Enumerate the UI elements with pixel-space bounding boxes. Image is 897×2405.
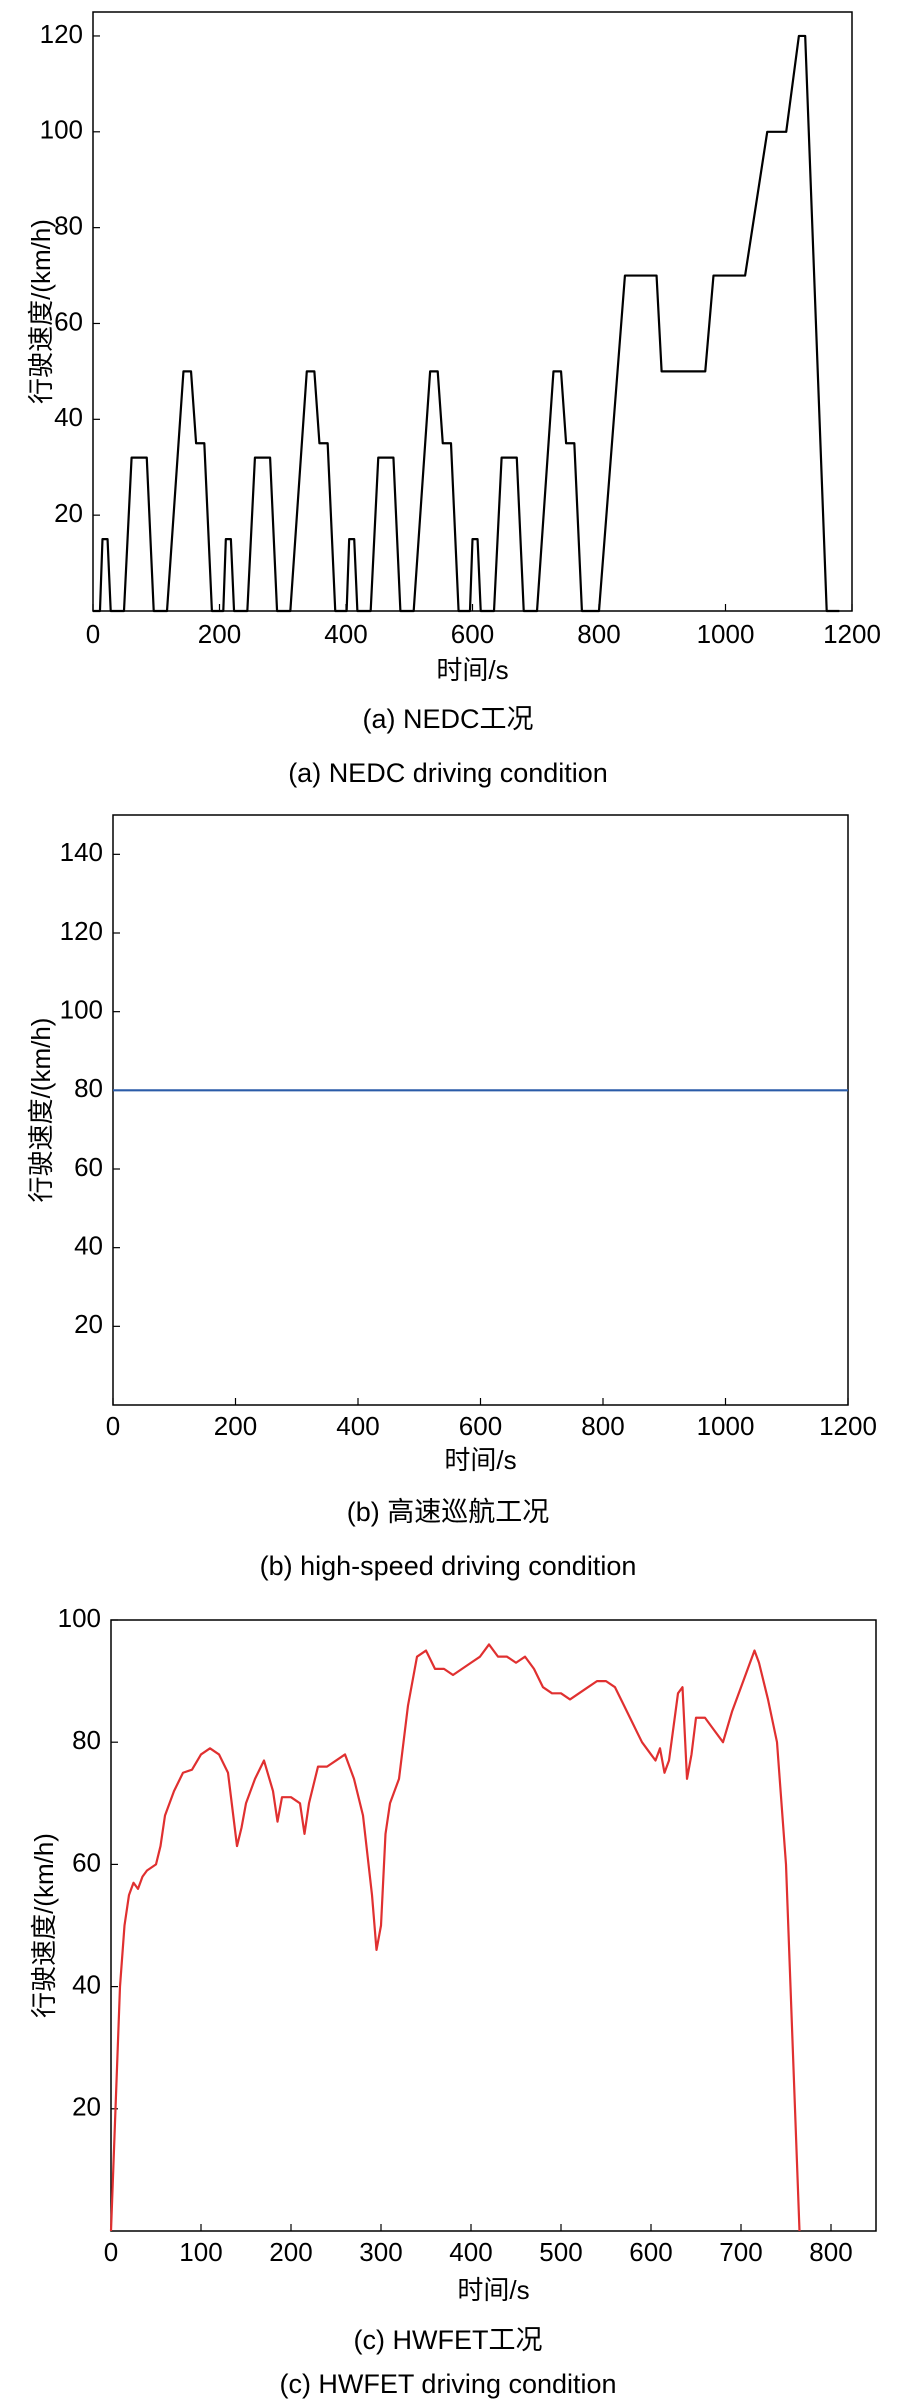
- x-tick-label: 700: [719, 2237, 762, 2267]
- y-tick-label: 120: [40, 19, 83, 49]
- y-tick-label: 80: [72, 1725, 101, 1755]
- x-tick-label: 400: [449, 2237, 492, 2267]
- caption: (b) 高速巡航工况: [347, 1497, 550, 1527]
- y-tick-label: 100: [58, 1603, 101, 1633]
- x-axis-label: 时间/s: [444, 1445, 516, 1475]
- x-tick-label: 200: [198, 619, 241, 649]
- y-axis-label: 行驶速度/(km/h): [26, 1018, 56, 1203]
- caption-en: (c) HWFET driving condition: [279, 2369, 616, 2399]
- y-tick-label: 60: [72, 1847, 101, 1877]
- x-tick-label: 600: [459, 1411, 502, 1441]
- y-tick-label: 20: [72, 2092, 101, 2122]
- speed-line: [93, 34, 840, 613]
- y-tick-label: 60: [74, 1152, 103, 1182]
- x-tick-label: 300: [359, 2237, 402, 2267]
- y-tick-label: 60: [54, 306, 83, 336]
- caption: (c) HWFET工况: [354, 2325, 543, 2355]
- x-tick-label: 100: [179, 2237, 222, 2267]
- x-tick-label: 0: [104, 2237, 118, 2267]
- x-tick-label: 200: [269, 2237, 312, 2267]
- x-tick-label: 1200: [819, 1411, 877, 1441]
- plot-frame: [110, 1619, 877, 2232]
- plot-frame: [112, 814, 849, 1406]
- x-axis-label: 时间/s: [457, 2275, 529, 2305]
- caption: (a) NEDC工况: [362, 704, 533, 734]
- x-tick-label: 600: [629, 2237, 672, 2267]
- x-tick-label: 500: [539, 2237, 582, 2267]
- x-tick-label: 600: [451, 619, 494, 649]
- x-tick-label: 400: [336, 1411, 379, 1441]
- y-tick-label: 140: [60, 837, 103, 867]
- y-tick-label: 40: [74, 1231, 103, 1261]
- x-tick-label: 200: [214, 1411, 257, 1441]
- x-tick-label: 1000: [697, 619, 755, 649]
- x-axis-label: 时间/s: [436, 655, 508, 685]
- caption-en: (a) NEDC driving condition: [288, 758, 608, 788]
- y-tick-label: 80: [74, 1073, 103, 1103]
- x-tick-label: 0: [86, 619, 100, 649]
- caption-en: (b) high-speed driving condition: [260, 1551, 637, 1581]
- speed-line: [109, 1643, 801, 2232]
- x-tick-label: 400: [324, 619, 367, 649]
- x-tick-label: 800: [581, 1411, 624, 1441]
- y-tick-label: 20: [74, 1309, 103, 1339]
- x-tick-label: 1000: [697, 1411, 755, 1441]
- y-tick-label: 20: [54, 498, 83, 528]
- y-axis-label: 行驶速度/(km/h): [26, 219, 56, 404]
- y-tick-label: 100: [40, 115, 83, 145]
- y-tick-label: 120: [60, 916, 103, 946]
- y-tick-label: 40: [54, 402, 83, 432]
- x-tick-label: 1200: [823, 619, 881, 649]
- x-tick-label: 800: [577, 619, 620, 649]
- x-tick-label: 0: [106, 1411, 120, 1441]
- y-tick-label: 100: [60, 995, 103, 1025]
- y-tick-label: 80: [54, 211, 83, 241]
- y-tick-label: 40: [72, 1969, 101, 1999]
- y-axis-label: 行驶速度/(km/h): [29, 1833, 59, 2018]
- x-tick-label: 800: [809, 2237, 852, 2267]
